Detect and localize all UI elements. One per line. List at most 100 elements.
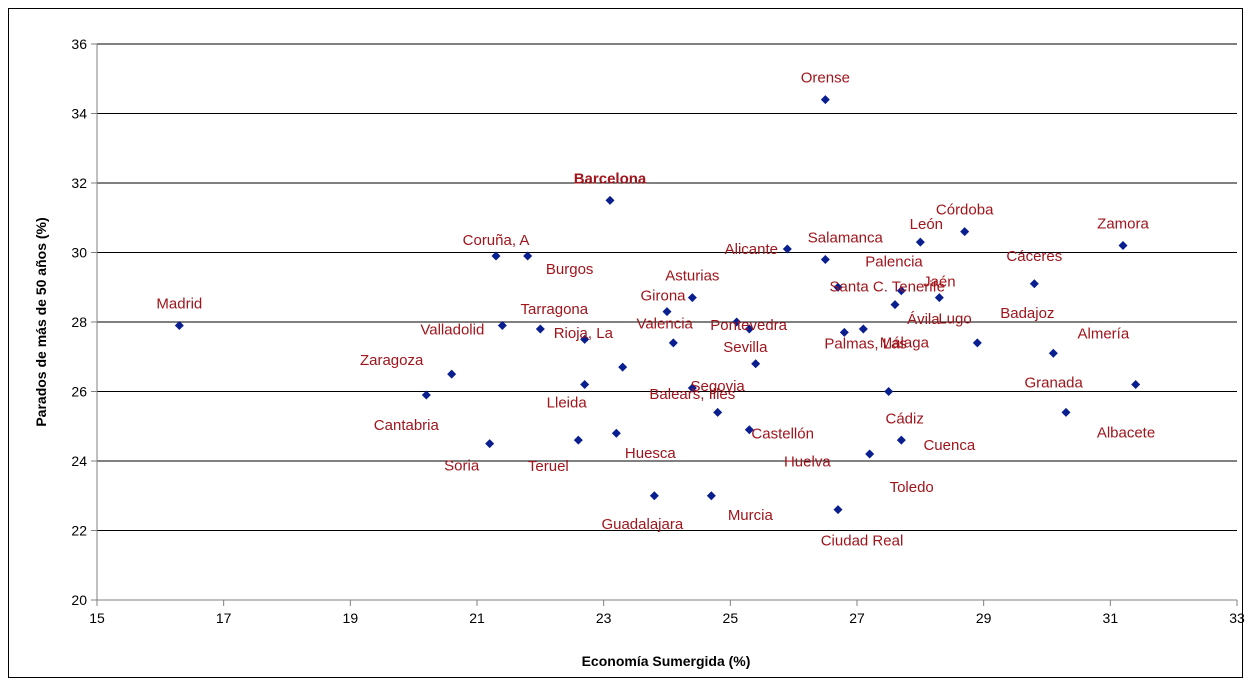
label-leon: León bbox=[910, 216, 943, 233]
chart-frame bbox=[8, 8, 1243, 678]
label-lugo: Lugo bbox=[938, 311, 971, 328]
gridlines bbox=[97, 43, 1237, 531]
point-balears-illes bbox=[687, 383, 697, 393]
point-cordoba bbox=[960, 227, 970, 237]
point-teruel bbox=[573, 435, 583, 445]
point-barcelona bbox=[605, 195, 615, 205]
point-valencia bbox=[580, 334, 590, 344]
x-tick-label: 29 bbox=[976, 610, 992, 626]
y-tick-label: 26 bbox=[71, 384, 87, 400]
point-almeria bbox=[1048, 348, 1058, 358]
label-zaragoza: Zaragoza bbox=[360, 352, 424, 369]
y-tick-labels: 20 22 24 26 28 30 32 34 36 bbox=[71, 36, 87, 608]
label-segovia: Segovia bbox=[691, 378, 746, 395]
label-castellon: Castellón bbox=[751, 425, 814, 442]
point-badajoz bbox=[972, 338, 982, 348]
point-zaragoza bbox=[447, 369, 457, 379]
point-cantabria bbox=[421, 390, 431, 400]
label-balears-illes: Balears, Illes bbox=[649, 386, 735, 403]
y-tick-label: 36 bbox=[71, 36, 87, 52]
x-tick-label: 33 bbox=[1229, 610, 1245, 626]
point-santa-c-tenerife bbox=[896, 286, 906, 296]
label-cuenca: Cuenca bbox=[923, 437, 975, 454]
point-cuenca bbox=[896, 435, 906, 445]
label-girona: Girona bbox=[640, 288, 686, 305]
x-tick-label: 21 bbox=[469, 610, 485, 626]
y-axis-title: Parados de más de 50 años (%) bbox=[33, 217, 49, 426]
label-valladolid: Valladolid bbox=[420, 321, 484, 338]
point-rioja-la bbox=[668, 338, 678, 348]
point-tarragona bbox=[535, 324, 545, 334]
label-zamora: Zamora bbox=[1097, 216, 1149, 233]
point-huelva bbox=[744, 425, 754, 435]
label-granada: Granada bbox=[1024, 375, 1083, 392]
label-cantabria: Cantabria bbox=[374, 417, 440, 434]
label-barcelona: Barcelona bbox=[574, 170, 647, 187]
label-soria: Soria bbox=[444, 458, 480, 475]
label-alicante: Alicante bbox=[725, 241, 778, 258]
point-jaen bbox=[934, 293, 944, 303]
label-lleida: Lleida bbox=[547, 395, 588, 412]
x-tick-label: 25 bbox=[723, 610, 739, 626]
label-palencia: Palencia bbox=[865, 253, 923, 270]
label-palmas-las: Palmas, Las bbox=[824, 336, 907, 353]
point-labels: Orense Barcelona Córdoba Zamora León Salamanc… bbox=[156, 70, 1155, 550]
point-sevilla bbox=[744, 324, 754, 334]
point-ciudad-real bbox=[833, 505, 843, 515]
label-cordoba: Córdoba bbox=[936, 202, 994, 219]
label-malaga: Málaga bbox=[880, 334, 930, 351]
label-salamanca: Salamanca bbox=[808, 229, 884, 246]
point-palmas-las bbox=[751, 359, 761, 369]
point-soria bbox=[485, 439, 495, 449]
label-tarragona: Tarragona bbox=[521, 301, 589, 318]
x-tick-label: 23 bbox=[596, 610, 612, 626]
point-zamora bbox=[1118, 241, 1128, 251]
x-tick-label: 17 bbox=[216, 610, 232, 626]
label-almeria: Almería bbox=[1077, 325, 1129, 342]
label-teruel: Teruel bbox=[528, 458, 569, 475]
point-leon bbox=[915, 237, 925, 247]
label-asturias: Asturias bbox=[665, 268, 719, 285]
axes bbox=[91, 43, 1238, 606]
x-axis-title: Economía Sumergida (%) bbox=[582, 653, 751, 669]
point-caceres bbox=[1029, 279, 1039, 289]
x-tick-label: 19 bbox=[343, 610, 359, 626]
y-tick-label: 22 bbox=[71, 523, 87, 539]
point-murcia bbox=[706, 491, 716, 501]
label-cadiz: Cádiz bbox=[885, 411, 923, 428]
label-albacete: Albacete bbox=[1097, 424, 1155, 441]
y-tick-label: 28 bbox=[71, 314, 87, 330]
point-coruna-a bbox=[491, 251, 501, 261]
label-huelva: Huelva bbox=[784, 454, 831, 471]
point-lleida bbox=[580, 380, 590, 390]
y-tick-label: 30 bbox=[71, 245, 87, 261]
label-orense: Orense bbox=[801, 70, 850, 87]
point-orense bbox=[820, 95, 830, 105]
label-huesca: Huesca bbox=[625, 445, 677, 462]
point-madrid bbox=[174, 320, 184, 330]
label-sevilla: Sevilla bbox=[723, 339, 768, 356]
y-tick-label: 34 bbox=[71, 106, 87, 122]
label-rioja-la: Rioja, La bbox=[554, 325, 614, 342]
point-burgos bbox=[523, 251, 533, 261]
label-madrid: Madrid bbox=[156, 295, 202, 312]
point-avila bbox=[858, 324, 868, 334]
point-granada bbox=[1131, 380, 1141, 390]
y-tick-label: 24 bbox=[71, 453, 87, 469]
label-guadalajara: Guadalajara bbox=[601, 516, 683, 533]
point-alicante bbox=[782, 244, 792, 254]
y-tick-label: 20 bbox=[71, 592, 87, 608]
point-asturias bbox=[687, 293, 697, 303]
point-segovia bbox=[618, 362, 628, 372]
point-castellon bbox=[713, 407, 723, 417]
label-badajoz: Badajoz bbox=[1000, 305, 1054, 322]
x-tick-label: 27 bbox=[849, 610, 865, 626]
point-cadiz bbox=[884, 387, 894, 396]
y-tick-label: 32 bbox=[71, 175, 87, 191]
point-valladolid bbox=[497, 320, 507, 330]
point-toledo bbox=[865, 449, 875, 459]
label-ciudad-real: Ciudad Real bbox=[821, 533, 904, 550]
label-toledo: Toledo bbox=[890, 479, 934, 496]
data-points bbox=[174, 95, 1141, 515]
point-pontevedra bbox=[732, 317, 742, 327]
